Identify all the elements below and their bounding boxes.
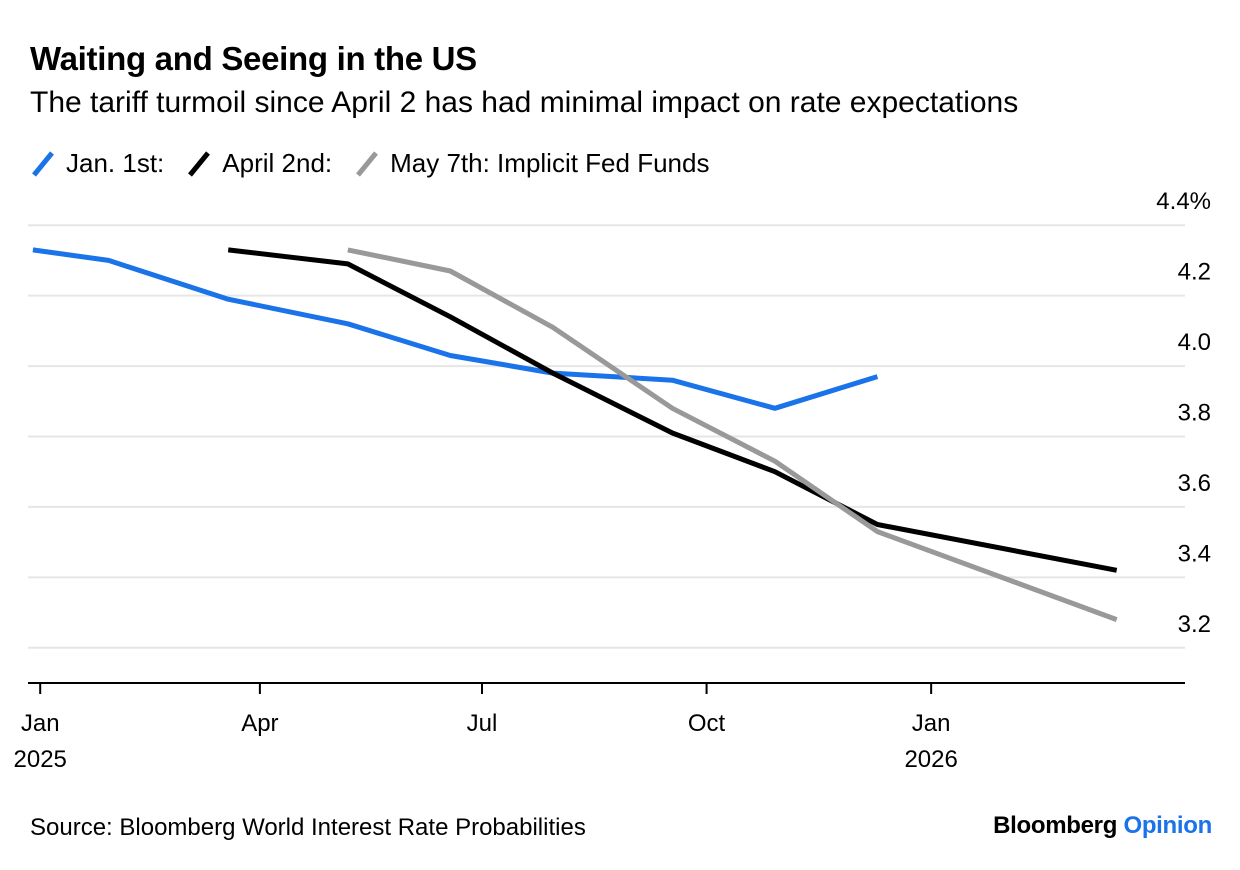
y-tick-label-1: 3.4 (1178, 540, 1211, 567)
legend-label-jan: Jan. 1st: (66, 148, 165, 178)
series-line-2 (347, 247, 1118, 622)
legend-item-may: May 7th: Implicit Fed Funds (354, 148, 709, 179)
legend-swatch-april (188, 150, 211, 177)
brand-logo: Bloomberg Opinion (993, 812, 1212, 840)
x-tick-label-4: Jan (912, 710, 951, 737)
x-tick-sublabel-4: 2026 (904, 746, 957, 773)
y-tick-label-3: 3.8 (1178, 400, 1211, 427)
x-tick-label-2: Jul (467, 710, 498, 737)
series-line-1 (227, 247, 1118, 573)
legend-swatch-jan (32, 150, 54, 177)
y-tick-label-2: 3.6 (1178, 470, 1211, 497)
legend-swatch-april-line (188, 150, 211, 177)
chart-title: Waiting and Seeing in the US (30, 40, 477, 77)
y-tick-label-6: 4.4% (1156, 188, 1211, 215)
series-line-0 (32, 247, 879, 411)
x-tick-label-0: Jan (21, 710, 60, 737)
x-tick-label-1: Apr (241, 710, 278, 737)
legend-swatch-jan-line (32, 150, 54, 177)
legend-swatch-may (356, 150, 379, 177)
y-tick-label-5: 4.2 (1178, 259, 1211, 286)
source-note: Source: Bloomberg World Interest Rate Pr… (30, 814, 586, 841)
brand-section: Opinion (1123, 812, 1212, 839)
chart-subtitle: The tariff turmoil since April 2 has had… (30, 86, 1019, 119)
legend-swatch-may-line (356, 150, 379, 177)
legend-item-jan: Jan. 1st: (30, 148, 164, 179)
x-tick-label-3: Oct (688, 710, 726, 737)
legend-item-april: April 2nd: (186, 148, 332, 179)
brand-name: Bloomberg (993, 812, 1118, 839)
legend-label-may: May 7th: Implicit Fed Funds (390, 148, 710, 178)
y-tick-label-4: 4.0 (1178, 329, 1211, 356)
x-tick-sublabel-0: 2025 (14, 746, 67, 773)
y-tick-label-0: 3.2 (1178, 611, 1211, 638)
legend: Jan. 1st: April 2nd: May 7th: Implicit F… (30, 148, 731, 179)
legend-label-april: April 2nd: (222, 148, 333, 178)
